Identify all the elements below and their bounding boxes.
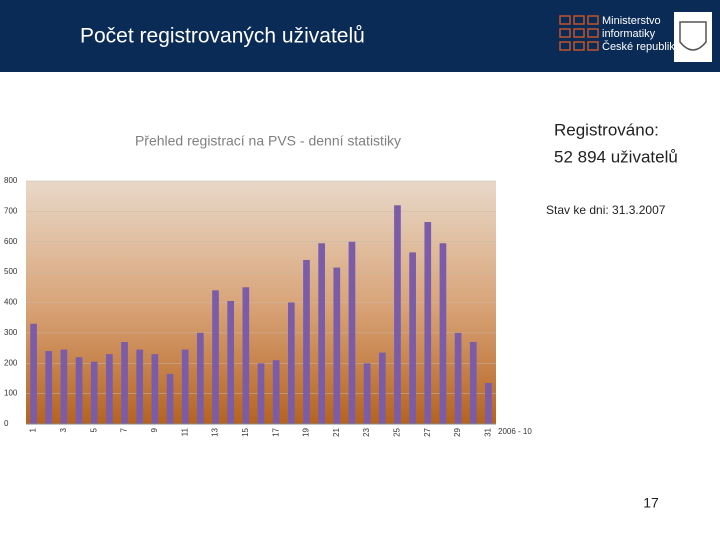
bar — [227, 300, 235, 424]
bar — [121, 341, 128, 424]
bar — [106, 354, 113, 424]
bar — [136, 349, 144, 424]
bar — [90, 361, 98, 424]
x-tick-label: 23 — [362, 427, 371, 436]
bar — [454, 332, 462, 424]
bar — [485, 382, 492, 424]
logo-text: informatiky — [602, 28, 656, 40]
y-tick-label: 200 — [4, 358, 18, 367]
bar — [439, 243, 447, 424]
emblem-shield — [679, 21, 707, 51]
bar — [378, 352, 386, 424]
x-tick-label: 9 — [150, 427, 159, 432]
slide-title: Počet registrovaných uživatelů — [80, 25, 365, 48]
logo-text: Ministerstvo — [602, 15, 661, 27]
x-tick-label: 7 — [120, 427, 129, 432]
x-tick-label: 1 — [29, 427, 38, 432]
bar — [45, 351, 53, 424]
y-tick-label: 700 — [4, 206, 18, 215]
x-tick-label: 3 — [59, 427, 68, 432]
bar — [348, 241, 356, 424]
info-status: Stav ke dni: 31.3.2007 — [546, 203, 666, 217]
x-tick-label: 19 — [302, 427, 311, 436]
bar — [272, 360, 280, 424]
chart-title: Přehled registrací na PVS - denní statis… — [135, 133, 401, 149]
y-tick-label: 0 — [4, 419, 9, 428]
x-tick-label: 17 — [271, 427, 280, 436]
logo — [559, 15, 599, 51]
x-tick-label: 25 — [393, 427, 402, 436]
x-tick-label: 15 — [241, 427, 250, 436]
bar — [151, 354, 159, 424]
x-tick-label: 5 — [89, 427, 98, 432]
bar — [333, 267, 341, 424]
bar — [166, 373, 174, 424]
bar — [75, 357, 83, 424]
legend-entry: 2006 - 10 — [498, 427, 532, 436]
bar — [287, 302, 295, 424]
bar — [242, 287, 250, 424]
y-tick-label: 300 — [4, 328, 18, 337]
x-tick-label: 31 — [484, 427, 493, 436]
bar — [212, 290, 219, 424]
y-tick-label: 500 — [4, 267, 18, 276]
bar — [257, 363, 265, 424]
header-band — [0, 0, 720, 72]
bar — [469, 341, 477, 424]
logo-text: České republiky — [602, 40, 681, 53]
bar — [363, 363, 371, 424]
bar — [394, 205, 401, 424]
y-tick-label: 600 — [4, 237, 18, 246]
bar — [318, 243, 325, 424]
page-number: 17 — [643, 495, 659, 511]
x-tick-label: 27 — [423, 427, 432, 436]
bar — [409, 252, 416, 424]
x-tick-label: 13 — [211, 427, 220, 436]
bar — [303, 259, 310, 424]
x-tick-label: 11 — [180, 427, 189, 436]
info-value: 52 894 uživatelů — [554, 147, 678, 166]
bar — [30, 323, 37, 424]
info-label: Registrováno: — [554, 120, 659, 139]
y-tick-label: 800 — [4, 176, 18, 185]
bar — [197, 332, 204, 424]
bar — [424, 222, 432, 424]
x-tick-label: 21 — [332, 427, 341, 436]
y-tick-label: 100 — [4, 389, 18, 398]
y-tick-label: 400 — [4, 298, 18, 307]
x-tick-label: 29 — [453, 427, 462, 436]
bar — [60, 349, 68, 424]
bar — [181, 349, 189, 424]
